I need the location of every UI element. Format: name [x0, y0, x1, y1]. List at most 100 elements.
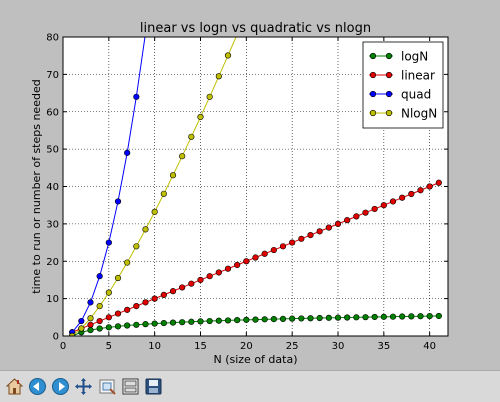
subplots-icon[interactable]	[120, 376, 141, 397]
save-icon[interactable]	[143, 376, 164, 397]
y-tick-label: 40	[46, 182, 59, 193]
legend-label-quad: quad	[401, 88, 431, 102]
legend-marker-quad	[369, 90, 377, 98]
point-logn	[399, 313, 406, 320]
point-logn	[426, 313, 433, 320]
point-nlogn	[169, 172, 177, 179]
x-tick-label: 5	[106, 341, 112, 352]
point-nlogn	[151, 208, 158, 215]
legend-marker-linear	[369, 71, 377, 79]
point-logn	[234, 317, 241, 324]
point-logn	[298, 315, 305, 322]
point-logn	[279, 315, 287, 322]
point-linear	[435, 179, 442, 186]
point-linear	[426, 183, 433, 190]
point-logn	[224, 317, 232, 324]
point-linear	[96, 317, 103, 325]
point-logn	[215, 317, 222, 324]
point-linear	[142, 299, 149, 306]
legend-marker-nlogn	[369, 109, 377, 117]
grid	[63, 37, 448, 336]
point-quad	[105, 239, 112, 246]
point-logn	[344, 314, 351, 321]
point-logn	[188, 318, 195, 325]
point-linear	[371, 205, 378, 213]
point-linear	[197, 276, 204, 284]
point-logn	[87, 326, 94, 334]
point-nlogn	[78, 325, 85, 332]
point-linear	[362, 209, 369, 216]
point-linear	[252, 254, 259, 261]
point-quad	[114, 198, 122, 205]
point-logn	[197, 318, 204, 325]
back-icon[interactable]	[27, 376, 48, 397]
point-nlogn	[197, 113, 204, 121]
x-tick-label: 25	[286, 341, 299, 352]
point-logn	[124, 322, 131, 329]
point-nlogn	[160, 190, 167, 197]
point-linear	[179, 284, 186, 291]
point-logn	[252, 316, 259, 323]
point-linear	[114, 310, 122, 317]
point-logn	[380, 313, 387, 320]
y-tick-label: 30	[46, 219, 59, 230]
y-tick-label: 70	[46, 70, 59, 81]
x-tick-label: 0	[60, 341, 66, 352]
point-logn	[114, 323, 122, 330]
point-linear	[279, 243, 287, 250]
point-nlogn	[133, 243, 140, 250]
x-tick-label: 20	[240, 341, 253, 352]
point-logn	[261, 316, 268, 323]
point-logn	[417, 313, 424, 320]
point-linear	[298, 235, 305, 242]
legend-marker-nlogn	[385, 109, 393, 117]
y-tick-label: 80	[46, 33, 59, 44]
point-logn	[408, 313, 415, 320]
point-nlogn	[224, 52, 232, 59]
zoom-icon[interactable]	[97, 376, 118, 397]
point-linear	[188, 280, 195, 287]
y-axis-label: time to run or number of steps needed	[30, 79, 43, 293]
point-nlogn	[124, 259, 131, 266]
point-linear	[389, 198, 397, 205]
point-nlogn	[142, 226, 149, 233]
point-logn	[151, 320, 158, 327]
y-tick-label: 10	[46, 294, 59, 305]
point-quad	[96, 273, 103, 280]
x-tick-label: 35	[377, 341, 390, 352]
point-logn	[334, 314, 342, 321]
pan-icon[interactable]	[73, 376, 94, 397]
x-tick-label: 30	[332, 341, 345, 352]
legend-marker-logn	[385, 52, 393, 60]
x-axis-label: N (size of data)	[213, 353, 297, 366]
legend-marker-quad	[385, 90, 393, 98]
y-tick-label: 20	[46, 257, 59, 268]
chart-figure: 0 5 10 15 20 25 30 35 40 0 10 20 30 40 50 60 70 80 linear…	[30, 21, 449, 366]
point-logn	[133, 321, 140, 328]
point-linear	[243, 258, 250, 265]
forward-icon[interactable]	[50, 376, 71, 397]
point-linear	[316, 228, 323, 235]
point-linear	[417, 187, 424, 194]
point-logn	[179, 319, 186, 326]
point-linear	[169, 288, 177, 295]
y-tick-label: 0	[53, 332, 59, 343]
home-icon[interactable]	[4, 376, 25, 397]
point-logn	[325, 314, 332, 321]
series-quad	[69, 37, 146, 336]
point-linear	[270, 246, 277, 254]
point-linear	[289, 239, 296, 246]
axis-ticks: 0 5 10 15 20 25 30 35 40 0 10 20 30 40 50 60 70 80	[46, 33, 448, 352]
point-linear	[133, 303, 140, 310]
series-logn	[69, 312, 442, 336]
legend-label-nlogn: NlogN	[401, 107, 437, 121]
legend-marker-linear	[385, 71, 393, 79]
point-logn	[316, 314, 323, 322]
point-linear	[215, 269, 222, 276]
point-linear	[224, 265, 232, 272]
point-logn	[307, 315, 314, 322]
legend: logN linear quad NlogN	[362, 41, 444, 129]
point-linear	[325, 224, 332, 231]
point-linear	[380, 202, 387, 209]
point-linear	[206, 273, 213, 280]
